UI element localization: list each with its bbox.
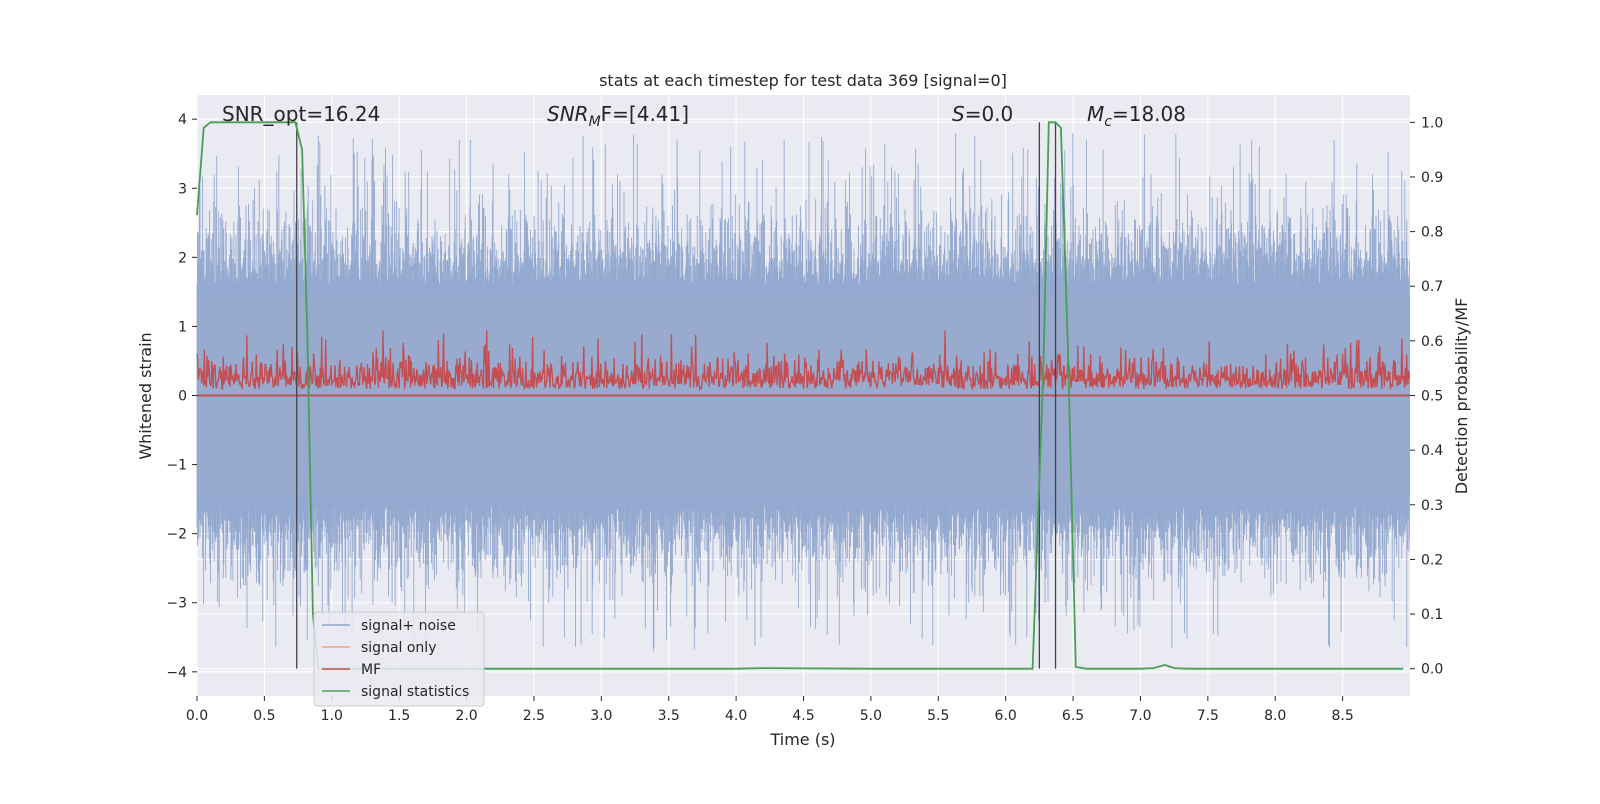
x-tick-label: 4.0 xyxy=(725,708,747,724)
annotation-snr-mf-base: SNR xyxy=(547,102,589,126)
annotation-s-var: S xyxy=(952,102,965,126)
x-tick-label: 0.0 xyxy=(186,708,208,724)
y-axis-right-ticks: 0.0 0.1 0.2 0.3 0.4 0.5 0.6 0.7 0.8 0.9 1.0 xyxy=(1410,115,1443,678)
y-right-tick-label: 0.2 xyxy=(1421,552,1443,568)
y-right-tick-label: 0.7 xyxy=(1421,279,1443,295)
series-line-signal-statistics xyxy=(196,121,1404,670)
y-left-tick-label: 3 xyxy=(178,181,187,197)
y-right-tick-label: 0.8 xyxy=(1421,225,1443,241)
legend-label-signal-noise: signal+ noise xyxy=(361,618,456,634)
x-tick-label: 8.5 xyxy=(1331,708,1353,724)
x-tick-label: 2.0 xyxy=(455,708,477,724)
y-right-tick-label: 0.0 xyxy=(1421,662,1443,678)
series-line-mf xyxy=(196,330,1410,392)
y-left-tick-label: 2 xyxy=(178,250,187,266)
annotation-snr-mf-sub: M xyxy=(589,114,601,130)
vertical-markers xyxy=(296,122,1057,669)
annotation-snr-opt: SNR_opt=16.24 xyxy=(222,102,380,126)
legend-label-signal-only: signal only xyxy=(361,640,436,656)
y-right-tick-label: 0.6 xyxy=(1421,334,1443,350)
x-tick-label: 6.5 xyxy=(1062,708,1084,724)
y-left-tick-label: −1 xyxy=(166,458,187,474)
annotation-mc-sub: c xyxy=(1104,114,1112,130)
x-tick-label: 3.5 xyxy=(658,708,680,724)
legend: signal+ noise signal only MF signal stat… xyxy=(313,611,485,707)
y-left-tick-label: 0 xyxy=(178,389,187,405)
y-left-tick-label: 1 xyxy=(178,319,187,335)
x-tick-label: 2.5 xyxy=(523,708,545,724)
y-left-tick-label: −3 xyxy=(166,596,187,612)
series-signal-statistics xyxy=(196,121,1404,670)
y-left-tick-label: 4 xyxy=(178,112,187,128)
annotation-s-rest: =0.0 xyxy=(965,102,1014,126)
x-tick-label: 7.0 xyxy=(1129,708,1151,724)
y-left-tick-label: −4 xyxy=(166,665,187,681)
x-tick-label: 5.0 xyxy=(860,708,882,724)
y-axis-right-label: Detection probability/MF xyxy=(1452,298,1471,495)
y-right-tick-label: 0.9 xyxy=(1421,170,1443,186)
x-tick-label: 1.0 xyxy=(321,708,343,724)
y-right-tick-label: 0.1 xyxy=(1421,607,1443,623)
annotation-mc-rest: =18.08 xyxy=(1112,102,1186,126)
y-right-tick-label: 0.4 xyxy=(1421,443,1443,459)
y-right-tick-label: 1.0 xyxy=(1421,115,1443,131)
annotation-s: S=0.0 xyxy=(952,102,1013,126)
x-axis-label: Time (s) xyxy=(769,730,835,749)
x-tick-label: 5.5 xyxy=(927,708,949,724)
x-tick-label: 8.0 xyxy=(1264,708,1286,724)
x-tick-label: 3.0 xyxy=(590,708,612,724)
legend-box xyxy=(313,611,485,707)
chart-title: stats at each timestep for test data 369… xyxy=(599,71,1007,90)
y-axis-left-ticks: −4 −3 −2 −1 0 1 2 3 4 xyxy=(166,112,197,681)
annotation-snr-mf-rest: F=[4.41] xyxy=(601,102,689,126)
x-tick-label: 0.5 xyxy=(253,708,275,724)
x-axis-ticks: 0.0 0.5 1.0 1.5 2.0 2.5 3.0 3.5 4.0 4.5 5.0 5.5 6.0 6… xyxy=(186,696,1354,724)
annotation-snr-mf: SNRMF=[4.41] xyxy=(547,102,689,130)
x-tick-label: 4.5 xyxy=(792,708,814,724)
annotation-mc: Mc=18.08 xyxy=(1087,102,1186,130)
legend-label-signal-statistics: signal statistics xyxy=(361,684,469,700)
y-right-tick-label: 0.3 xyxy=(1421,498,1443,514)
x-tick-label: 6.0 xyxy=(995,708,1017,724)
y-axis-left-label: Whitened strain xyxy=(136,332,155,459)
x-tick-label: 1.5 xyxy=(388,708,410,724)
annotation-mc-base: M xyxy=(1087,102,1104,126)
legend-label-mf: MF xyxy=(361,662,381,678)
series-mf xyxy=(196,330,1410,397)
y-right-tick-label: 0.5 xyxy=(1421,389,1443,405)
y-left-tick-label: −2 xyxy=(166,527,187,543)
x-tick-label: 7.5 xyxy=(1197,708,1219,724)
